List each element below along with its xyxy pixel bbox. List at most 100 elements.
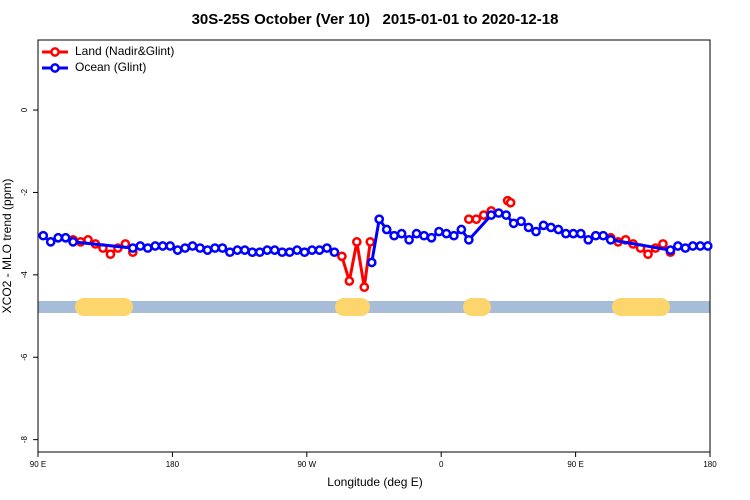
data-point [180,243,190,253]
data-point [404,234,414,245]
data-point [441,228,452,239]
data-point [673,241,683,251]
data-point [351,237,362,247]
x-tick-label: 90 E [567,460,583,469]
land-patch [463,298,491,316]
data-point [53,232,64,243]
data-point [658,239,668,249]
surface-band [38,298,710,316]
data-point [456,224,467,235]
x-tick-label: 0 [439,460,444,469]
y-axis-label: XCO2 - MLO trend (ppm) [0,179,14,314]
data-point [284,247,295,258]
x-axis-label: Longitude (deg E) [327,475,422,489]
data-point [605,234,616,245]
data-point [187,241,198,251]
data-point [374,214,385,225]
data-point [247,247,258,258]
x-tick-label: 180 [166,460,180,469]
data-point [269,245,280,255]
data-point [553,224,564,235]
data-point [419,230,429,241]
data-point [583,234,594,245]
data-point [426,232,437,243]
data-point [359,282,370,293]
data-point [381,224,392,235]
data-point [538,220,549,231]
data-point [523,222,534,233]
legend-label: Ocean (Glint) [75,60,146,74]
data-point [68,237,78,247]
data-point [449,230,459,241]
data-point [411,228,422,239]
data-point [531,226,541,237]
data-point [38,230,49,241]
land-patch [75,298,133,316]
data-point [463,234,474,245]
data-point [202,245,213,255]
data-point [322,243,332,253]
data-point [232,245,243,255]
legend-marker [50,47,60,57]
data-point [434,226,444,237]
data-point [329,247,340,258]
data-point [486,210,497,220]
data-point [344,276,355,286]
y-tick-label: -4 [20,271,29,279]
data-point [337,251,347,262]
y-tick-label: 0 [20,107,29,112]
data-point [695,241,706,251]
data-point [239,245,250,255]
data-point [471,214,482,225]
data-point [590,230,601,241]
data-point [478,210,489,220]
data-point [546,222,556,233]
data-point [277,247,288,258]
data-point [60,232,71,243]
data-point [172,245,183,255]
data-point [508,218,519,229]
data-point [262,245,273,255]
data-point [396,228,407,239]
data-point [598,230,609,241]
y-tick-label: -6 [20,353,29,361]
data-point [105,249,116,260]
data-point [157,241,168,251]
data-point [493,208,504,218]
x-tick-label: 90 W [297,460,316,469]
data-point [575,228,586,239]
land-patch [612,298,670,316]
data-point [516,216,526,227]
data-point [687,241,698,251]
data-point [135,241,146,251]
data-point [299,247,310,258]
data-point [463,214,474,225]
data-point [568,228,579,239]
data-point [150,241,161,251]
data-point [561,228,571,239]
data-point [307,245,317,255]
legend-label: Land (Nadir&Glint) [75,44,174,58]
data-point [292,245,302,255]
data-point [217,243,228,253]
ocean-band [38,301,710,313]
data-point [366,257,377,268]
data-point [314,245,325,255]
data-point [142,243,153,253]
data-point [165,241,176,251]
data-point [680,243,691,253]
data-point [501,210,512,220]
data-point [210,243,220,253]
data-point [365,237,376,247]
data-point [643,249,653,260]
data-point [702,241,713,251]
data-point [254,247,265,258]
data-point [505,197,516,208]
land-patch [335,298,370,316]
legend-marker [50,63,60,73]
x-tick-label: 90 E [30,460,46,469]
data-point [195,243,205,253]
y-tick-label: -8 [20,436,29,444]
data-point [389,230,400,241]
